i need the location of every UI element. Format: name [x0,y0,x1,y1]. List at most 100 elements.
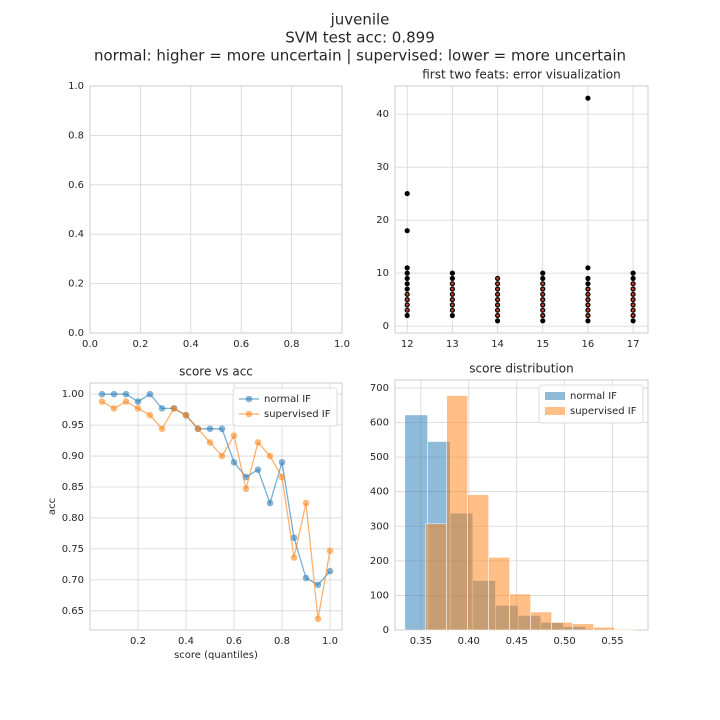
line-marker [206,439,214,446]
scatter-point [405,308,409,312]
scatter-point [496,298,499,302]
x-tick-label: 13 [446,339,459,350]
x-tick-label: 12 [401,339,414,350]
y-tick-label: 1.00 [62,389,84,400]
line-marker [218,452,226,460]
x-tick-label: 15 [536,339,549,350]
y-tick-label: 200 [370,556,389,567]
scatter-point [586,308,590,312]
plot-area [90,86,342,333]
line-marker [122,398,130,405]
x-tick-label: 17 [627,339,640,350]
scatter-point [540,275,546,282]
scatter-point [585,275,591,282]
scatter-point [449,275,455,282]
line-marker [110,405,118,412]
y-tick-label: 600 [370,418,389,429]
x-tick-label: 14 [491,339,504,350]
scatter-point [496,314,499,317]
line-marker [302,499,310,507]
subplot: 0.0 0.2 0.4 0.6 0.8 1.0 0.0 0.2 0.4 0.6 0.8 1.0 [68,81,350,350]
scatter-point [404,312,410,319]
line-marker [98,390,106,398]
legend-label: supervised IF [264,409,331,420]
histogram-bar [551,622,573,631]
line-marker [134,398,142,405]
y-tick-label: 0.2 [68,279,84,290]
histogram-bar [593,626,615,631]
scatter-point [404,228,410,234]
scatter-point [585,95,591,101]
x-tick-label: 0.2 [130,636,146,647]
scatter-point [541,303,545,307]
y-tick-label: 0.8 [68,130,84,141]
legend-label: normal IF [570,391,617,402]
line-marker [146,390,154,398]
y-tick-label: 20 [376,215,389,226]
histogram-bar [404,414,428,631]
line-marker [326,547,334,555]
line-marker [266,499,274,507]
scatter-point [496,308,499,312]
y-axis-label: acc [47,498,58,515]
line-marker [170,405,178,412]
line-marker [194,425,202,433]
scatter-point [404,270,410,276]
line-marker [290,554,298,561]
scatter-point [541,314,545,317]
scatter-point [586,287,590,291]
suptitle: SVM test acc: 0.899 [285,29,435,47]
scatter-point [585,265,591,271]
legend-marker [245,410,253,418]
scatter-point [405,298,409,302]
histogram-bar [614,629,636,631]
line-marker [302,574,310,582]
line-marker [110,390,118,398]
scatter-point [404,265,410,271]
x-tick-label: 16 [582,339,595,350]
scatter-point [586,303,590,307]
y-tick-label: 100 [370,590,389,601]
scatter-point [450,308,454,312]
x-tick-label: 1.0 [322,636,338,647]
y-tick-label: 40 [376,109,389,120]
scatter-point [496,303,499,307]
line-marker [158,425,166,433]
axes-frame [89,382,343,631]
y-tick-label: 0.95 [62,420,84,431]
line-marker [182,411,190,419]
x-tick-label: 0.4 [183,339,199,350]
histogram-bar [446,395,468,631]
scatter-point [494,318,501,324]
scatter-point [496,287,499,291]
x-tick-label: 0.6 [226,636,242,647]
y-tick-label: 0.80 [62,513,84,524]
scatter-point [449,312,455,319]
axes-frame [394,85,649,334]
scatter-point [404,286,410,292]
x-tick-label: 0.35 [410,636,432,647]
x-tick-label: 0.40 [458,636,480,647]
y-tick-label: 30 [376,162,389,173]
line-marker [98,398,106,405]
legend-label: supervised IF [570,406,637,417]
line-marker [206,425,214,433]
line-marker [146,411,154,419]
legend-patch [545,407,565,415]
y-tick-label: 0 [383,625,389,636]
scatter-point [496,292,499,296]
chart-title: first two feats: error visualization [422,68,621,82]
y-tick-label: 0.75 [62,544,84,555]
line-marker [314,581,322,589]
histogram-bar [425,523,447,631]
scatter-point [541,287,545,291]
y-tick-label: 0.0 [68,328,84,339]
y-tick-label: 0.70 [62,575,84,586]
legend-box [232,387,338,427]
scatter-point [541,308,545,312]
scatter-point [450,298,454,302]
histogram-bar [530,611,552,631]
plot-area [395,86,648,333]
y-tick-label: 0.4 [68,229,84,240]
scatter-point [540,270,546,276]
